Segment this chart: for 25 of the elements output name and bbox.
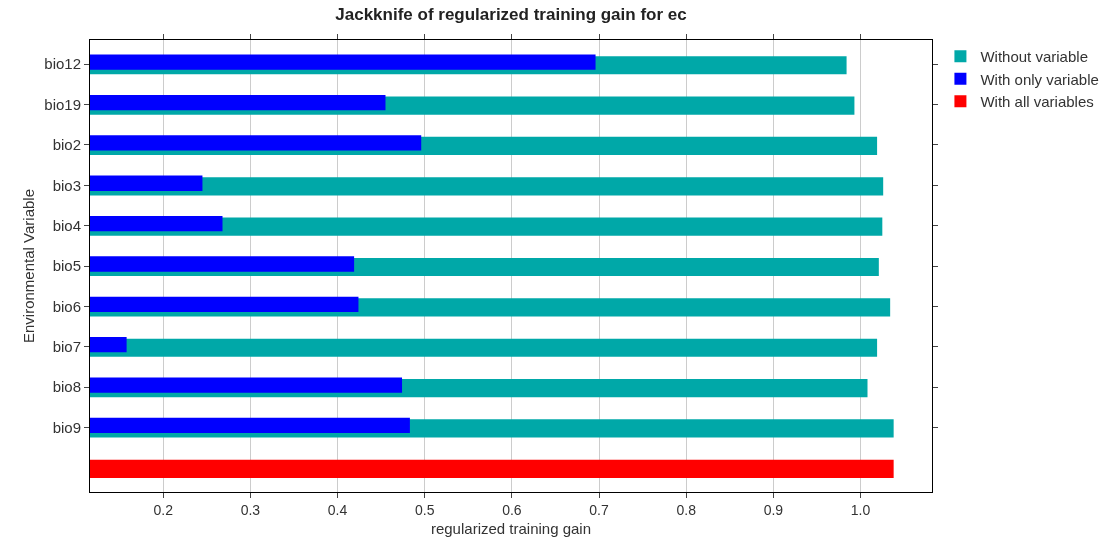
y-tick-label: bio8 bbox=[52, 378, 81, 396]
x-tick-label: 0.2 bbox=[153, 501, 174, 518]
x-tick-label: 0.5 bbox=[414, 501, 435, 518]
y-tick-label: bio7 bbox=[52, 337, 81, 355]
legend-label: Without variable bbox=[980, 48, 1088, 66]
y-tick-label: bio19 bbox=[44, 95, 81, 113]
y-tick-label: bio3 bbox=[52, 176, 81, 194]
y-tick-label: bio4 bbox=[52, 216, 81, 234]
x-tick-label: 0.4 bbox=[327, 501, 348, 518]
legend-label: With all variables bbox=[980, 93, 1094, 111]
y-tick-label: bio6 bbox=[52, 297, 81, 315]
x-tick-label: 0.3 bbox=[240, 501, 261, 518]
x-tick-label: 0.7 bbox=[589, 501, 609, 518]
chart-title: Jackknife of regularized training gain for ec bbox=[335, 5, 687, 25]
legend-label: With only variable bbox=[980, 70, 1099, 88]
y-tick-label: bio2 bbox=[52, 136, 81, 154]
x-tick-label: 0.8 bbox=[676, 501, 697, 518]
y-tick-label: bio5 bbox=[52, 257, 81, 275]
x-tick-label: 0.6 bbox=[502, 501, 522, 518]
y-tick-label: bio12 bbox=[44, 55, 81, 73]
x-tick-label: 0.9 bbox=[763, 501, 784, 518]
x-axis-title: regularized training gain bbox=[430, 519, 592, 537]
y-axis-title: Environmental Variable bbox=[19, 189, 37, 343]
y-tick-label: bio9 bbox=[52, 418, 81, 436]
x-tick-label: 1.0 bbox=[850, 501, 871, 518]
